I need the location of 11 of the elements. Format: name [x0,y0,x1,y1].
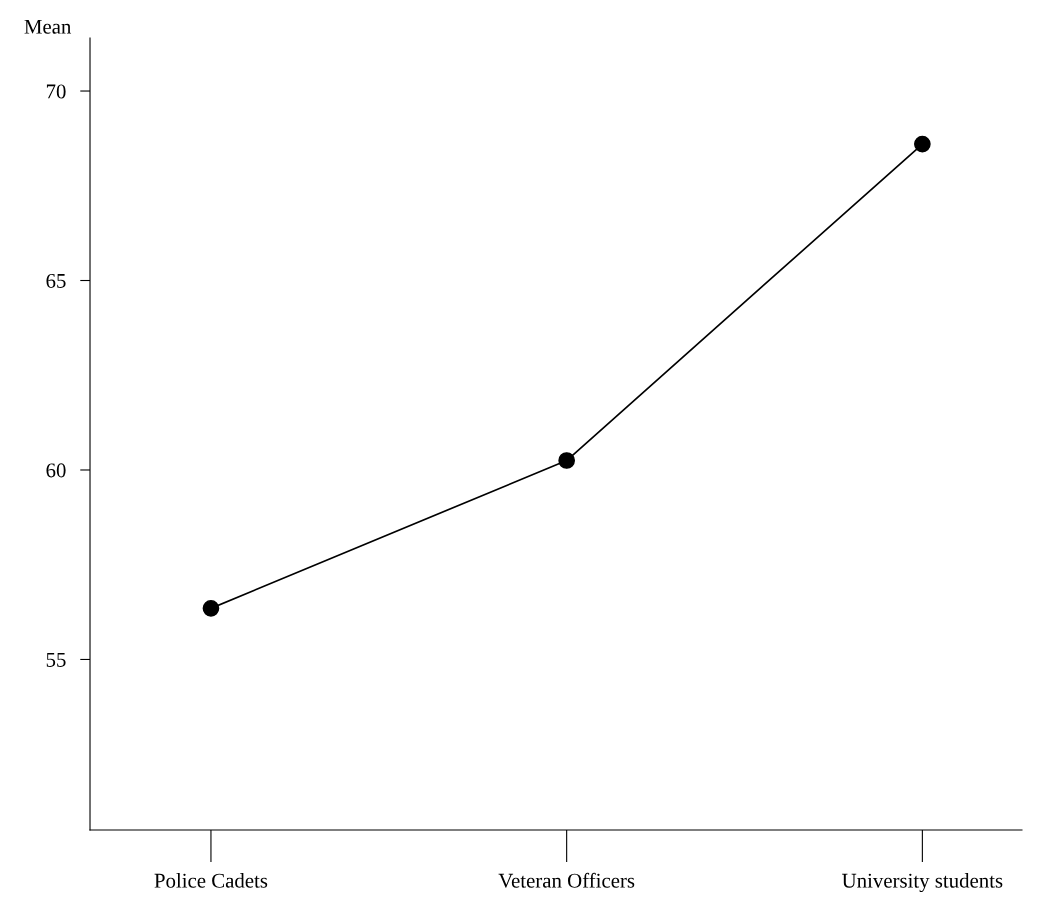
point [202,599,220,617]
y-axis-title: Mean [24,19,72,34]
y-tick-label: 55 [46,653,66,667]
x-tick-label: University students [842,873,1003,892]
point [558,452,575,469]
x-tick-label: Veteran Officers [498,872,635,888]
y-tick-label: 70 [46,84,66,99]
x-tick-label: Police Cadets [154,873,268,888]
point [914,135,931,153]
y-tick-label: 60 [46,463,66,478]
y-tick-label: 65 [46,273,66,288]
